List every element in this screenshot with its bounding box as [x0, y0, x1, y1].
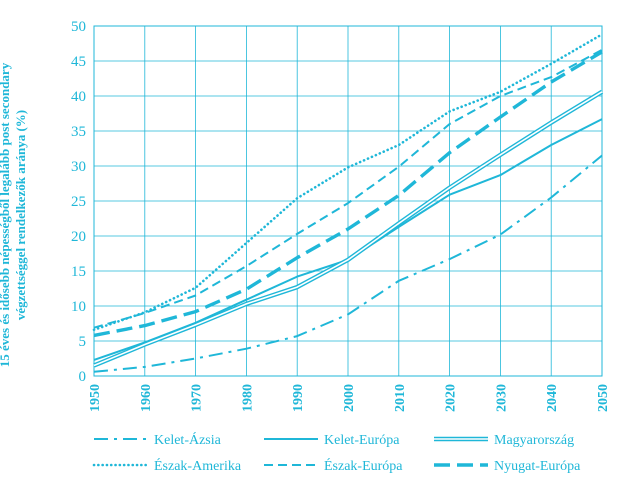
legend-label: Kelet-Ázsia: [154, 431, 222, 448]
series-line-eszak-amerika: [92, 33, 604, 332]
x-tick-label: 2030: [494, 384, 509, 412]
x-tick-label: 1980: [240, 384, 255, 412]
y-tick-label: 15: [71, 264, 86, 280]
series-line-inner: [93, 91, 603, 367]
y-axis-title: 15 éves és idősebb népességből legalább …: [0, 62, 28, 368]
series-line-magyarorszag: [93, 89, 604, 368]
series-line-eszak-europa: [93, 48, 603, 329]
x-tick-label: 2040: [545, 384, 560, 412]
y-tick-label: 50: [71, 19, 86, 35]
x-tick-label: 1990: [291, 384, 306, 412]
legend-label: Észak-Európa: [324, 457, 403, 474]
y-tick-label: 35: [71, 124, 86, 140]
legend-item: Észak-Amerika: [92, 457, 242, 474]
legend-row-1: Kelet-Ázsia Kelet-Európa Magyarország: [94, 431, 574, 448]
series-line-nyugat-europa: [93, 50, 603, 338]
legend-label: Nyugat-Európa: [494, 459, 581, 474]
y-tick-label: 25: [71, 194, 86, 210]
y-tick-label: 10: [71, 299, 86, 315]
series-line-kelet-azsia: [93, 154, 603, 373]
y-tick-label: 5: [79, 334, 87, 350]
legend-item: Kelet-Európa: [264, 433, 400, 448]
x-tick-label: 2050: [596, 384, 611, 412]
legend-label: Észak-Amerika: [154, 457, 242, 474]
y-tick-label: 30: [71, 159, 86, 175]
x-tick-label: 2010: [393, 384, 408, 412]
y-tick-label: 20: [71, 229, 86, 245]
x-tick-label: 1950: [88, 384, 103, 412]
x-tick-label: 2000: [342, 384, 357, 412]
legend-item: Magyarország: [434, 433, 574, 448]
x-tick-label: 1960: [139, 384, 154, 412]
legend-label: Kelet-Európa: [324, 433, 400, 448]
legend-item: Észak-Európa: [264, 457, 403, 474]
x-tick-label: 1970: [190, 384, 205, 412]
legend-item: Kelet-Ázsia: [94, 431, 222, 448]
y-tick-label: 40: [71, 89, 86, 105]
y-tick-label: 45: [71, 54, 86, 70]
legend-row-2: Észak-Amerika Észak-Európa Nyugat-Európa: [92, 457, 581, 474]
x-tick-label: 2020: [444, 384, 459, 412]
legend-item: Nyugat-Európa: [434, 459, 581, 474]
legend-label: Magyarország: [494, 433, 574, 448]
y-tick-label: 0: [79, 369, 87, 385]
